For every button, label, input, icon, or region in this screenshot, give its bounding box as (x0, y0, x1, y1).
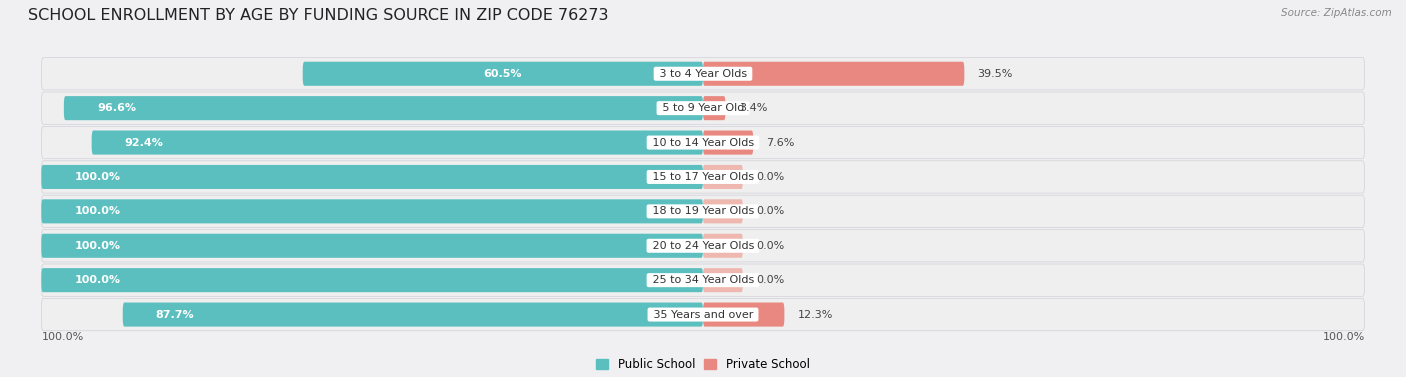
Text: 87.7%: 87.7% (156, 310, 194, 320)
Text: SCHOOL ENROLLMENT BY AGE BY FUNDING SOURCE IN ZIP CODE 76273: SCHOOL ENROLLMENT BY AGE BY FUNDING SOUR… (28, 8, 609, 23)
Text: 35 Years and over: 35 Years and over (650, 310, 756, 320)
Text: 12.3%: 12.3% (797, 310, 832, 320)
FancyBboxPatch shape (302, 62, 703, 86)
FancyBboxPatch shape (41, 234, 703, 258)
FancyBboxPatch shape (41, 268, 703, 292)
Text: 96.6%: 96.6% (97, 103, 136, 113)
FancyBboxPatch shape (41, 126, 1365, 159)
Text: 0.0%: 0.0% (756, 275, 785, 285)
Text: 39.5%: 39.5% (977, 69, 1012, 79)
Text: 100.0%: 100.0% (75, 275, 121, 285)
Text: 7.6%: 7.6% (766, 138, 794, 147)
FancyBboxPatch shape (63, 96, 703, 120)
FancyBboxPatch shape (703, 62, 965, 86)
Text: 100.0%: 100.0% (75, 172, 121, 182)
Text: 0.0%: 0.0% (756, 172, 785, 182)
FancyBboxPatch shape (703, 268, 742, 292)
Text: 100.0%: 100.0% (1323, 333, 1365, 342)
Text: 100.0%: 100.0% (75, 241, 121, 251)
FancyBboxPatch shape (122, 302, 703, 326)
FancyBboxPatch shape (703, 96, 725, 120)
FancyBboxPatch shape (703, 199, 742, 224)
Text: 5 to 9 Year Old: 5 to 9 Year Old (658, 103, 748, 113)
FancyBboxPatch shape (41, 199, 703, 224)
Text: 25 to 34 Year Olds: 25 to 34 Year Olds (648, 275, 758, 285)
FancyBboxPatch shape (703, 234, 742, 258)
Text: Source: ZipAtlas.com: Source: ZipAtlas.com (1281, 8, 1392, 18)
Text: 10 to 14 Year Olds: 10 to 14 Year Olds (648, 138, 758, 147)
FancyBboxPatch shape (703, 130, 754, 155)
FancyBboxPatch shape (41, 92, 1365, 124)
FancyBboxPatch shape (41, 298, 1365, 331)
Text: 0.0%: 0.0% (756, 241, 785, 251)
FancyBboxPatch shape (703, 165, 742, 189)
FancyBboxPatch shape (91, 130, 703, 155)
FancyBboxPatch shape (41, 230, 1365, 262)
Text: 18 to 19 Year Olds: 18 to 19 Year Olds (648, 206, 758, 216)
Text: 100.0%: 100.0% (41, 333, 83, 342)
Text: 20 to 24 Year Olds: 20 to 24 Year Olds (648, 241, 758, 251)
Legend: Public School, Private School: Public School, Private School (596, 358, 810, 371)
FancyBboxPatch shape (41, 264, 1365, 296)
FancyBboxPatch shape (41, 161, 1365, 193)
Text: 0.0%: 0.0% (756, 206, 785, 216)
Text: 100.0%: 100.0% (75, 206, 121, 216)
Text: 3 to 4 Year Olds: 3 to 4 Year Olds (655, 69, 751, 79)
FancyBboxPatch shape (41, 165, 703, 189)
FancyBboxPatch shape (41, 58, 1365, 90)
Text: 60.5%: 60.5% (482, 69, 522, 79)
Text: 3.4%: 3.4% (738, 103, 768, 113)
FancyBboxPatch shape (703, 302, 785, 326)
FancyBboxPatch shape (41, 195, 1365, 228)
Text: 92.4%: 92.4% (125, 138, 163, 147)
Text: 15 to 17 Year Olds: 15 to 17 Year Olds (648, 172, 758, 182)
